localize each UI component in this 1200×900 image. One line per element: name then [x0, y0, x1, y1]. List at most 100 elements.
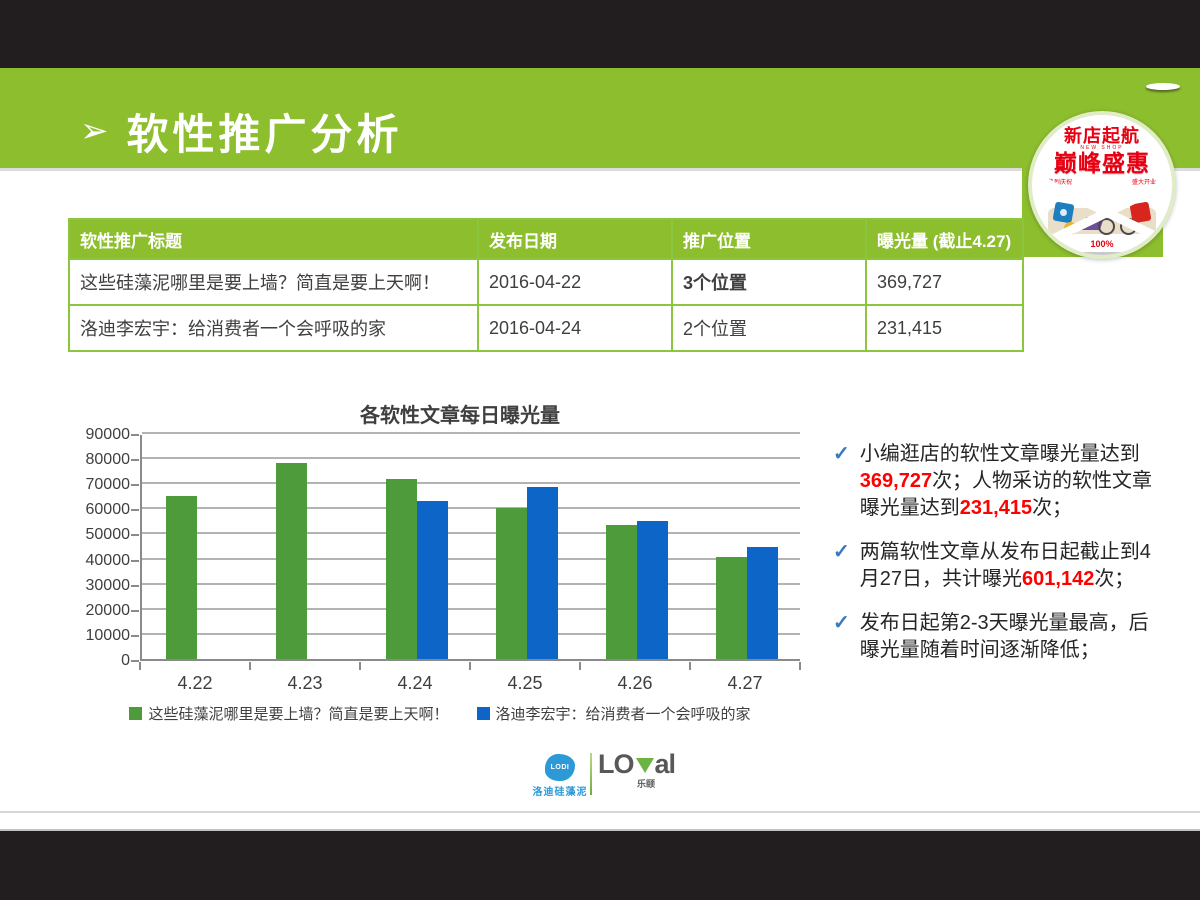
loyal-logo-text-left: LO — [598, 749, 634, 779]
badge-percent: 100% — [1090, 239, 1114, 249]
slide-background — [0, 68, 1200, 811]
lodi-brand-name: 洛迪硅藻泥 — [532, 787, 588, 798]
x-axis-label: 4.27 — [727, 673, 763, 693]
badge-shine-highlight — [1146, 83, 1180, 90]
x-axis-label: 4.24 — [397, 673, 433, 693]
title-row: ➢ 软性推广分析 — [80, 94, 403, 168]
y-axis-tick — [131, 459, 139, 462]
badge-caption-row: 热烈庆祝 盛大开业 — [1032, 175, 1172, 186]
y-axis-label: 40000 — [85, 551, 131, 569]
check-icon: ✓ — [833, 541, 850, 563]
y-axis-tick — [131, 609, 139, 612]
insights-list: ✓ 小编逛店的软性文章曝光量达到 369,727次；人物采访的软性文章曝光量达到23… — [833, 441, 1189, 681]
table-header-cell: 推广位置 — [671, 218, 867, 260]
gridline — [142, 507, 800, 510]
table-body: 这些硅藻泥哪里是要上墙？简直是要上天啊！ 2016-04-22 3个位置 369,72… — [68, 258, 1024, 352]
check-icon: ✓ — [833, 443, 850, 465]
gridline — [142, 582, 800, 585]
text-segment: 次； — [1032, 497, 1073, 519]
legend-swatch-icon — [129, 707, 143, 720]
slide-bottom-edge — [0, 811, 1200, 813]
badge-subtitle: NEW SHOP — [1080, 145, 1124, 151]
table-header-row: 软性推广标题 发布日期 推广位置 曝光量 (截止4.27) — [68, 218, 1024, 260]
insight-text: 两篇软性文章从发布日起截止到4月27日，共计曝光601,142次； — [860, 539, 1166, 593]
legend-label: 洛迪李宏宇：给消费者一个会呼吸的家 — [495, 706, 751, 723]
text-segment: 发布日起第2-3天曝光量最高，后曝光量随着时间逐渐降低； — [859, 612, 1149, 661]
x-axis-label: 4.22 — [177, 673, 213, 693]
y-axis-tick — [131, 584, 139, 587]
bicycle-wheel-icon — [1098, 218, 1115, 235]
badge-caption-left: 热烈庆祝 — [1048, 180, 1073, 186]
x-axis-label: 4.26 — [617, 673, 653, 693]
bar — [166, 495, 197, 659]
x-axis-tick — [579, 662, 581, 670]
blue-pillow-shape — [1052, 201, 1075, 224]
chart-legend: 这些硅藻泥哪里是要上墙？简直是要上天啊！ 洛迪李宏宇：给消费者一个会呼吸的家 — [60, 703, 820, 724]
y-axis-label: 0 — [121, 652, 130, 669]
slide-bottom-edge-2 — [0, 829, 1200, 831]
highlight-number: 369,727 — [859, 470, 933, 492]
table-cell: 这些硅藻泥哪里是要上墙？简直是要上天啊！ — [68, 258, 479, 306]
title-band-shadow — [0, 168, 1200, 171]
insight-text: 发布日起第2-3天曝光量最高，后曝光量随着时间逐渐降低； — [860, 610, 1166, 664]
legend-label: 这些硅藻泥哪里是要上墙？简直是要上天啊！ — [148, 706, 449, 723]
table-row: 这些硅藻泥哪里是要上墙？简直是要上天啊！ 2016-04-22 3个位置 369,72… — [68, 258, 1024, 306]
table-cell: 231,415 — [865, 304, 1024, 352]
lodi-logo-text: LODI — [550, 764, 570, 771]
bar — [417, 500, 448, 659]
y-axis-label: 20000 — [85, 601, 131, 619]
x-axis-label: 4.23 — [287, 673, 323, 693]
table-cell: 369,727 — [865, 258, 1024, 306]
check-icon: ✓ — [833, 612, 850, 634]
highlight-number: 601,142 — [1022, 568, 1095, 590]
legend-item: 洛迪李宏宇：给消费者一个会呼吸的家 — [476, 703, 751, 724]
x-axis-tick — [359, 662, 361, 670]
bar — [527, 487, 558, 659]
y-axis-label: 90000 — [85, 426, 131, 443]
bar-group — [362, 433, 472, 659]
badge-percent-line: 100% — [1032, 239, 1172, 249]
lodi-logo: LODI — [545, 754, 575, 781]
promo-badge: 新店起航 NEW SHOP 巅峰盛惠 热烈庆祝 盛大开业 100% — [1028, 111, 1176, 259]
plot-area — [140, 432, 800, 661]
gridline — [142, 632, 800, 635]
table-cell: 2016-04-22 — [477, 258, 673, 306]
highlight-number: 231,415 — [959, 497, 1033, 519]
bar-group — [142, 433, 252, 659]
y-axis-tick — [131, 434, 139, 436]
bar — [276, 463, 307, 659]
bar — [386, 479, 417, 659]
logo-divider — [590, 753, 592, 795]
text-segment: 次； — [1094, 568, 1135, 590]
page-title: 软性推广分析 — [126, 110, 403, 158]
x-axis-tick — [249, 662, 251, 670]
bar — [496, 508, 527, 659]
table-cell: 洛迪李宏宇：给消费者一个会呼吸的家 — [68, 304, 479, 352]
bar — [606, 524, 637, 659]
legend-swatch-icon — [476, 707, 490, 720]
insight-item: ✓ 两篇软性文章从发布日起截止到4月27日，共计曝光601,142次； — [833, 539, 1189, 593]
badge-fineprint — [1067, 252, 1137, 255]
slide-bottom-strip — [0, 813, 1200, 829]
loyal-logo-text-right: al — [654, 749, 677, 779]
insight-item: ✓ 发布日起第2-3天曝光量最高，后曝光量随着时间逐渐降低； — [833, 610, 1189, 664]
bar — [747, 547, 778, 659]
text-segment: 小编逛店的软性文章曝光量达到 — [859, 443, 1140, 465]
text-segment: 两篇软性文章从发布日起截止到4月27日，共计曝光 — [859, 541, 1151, 590]
badge-headline: 新店起航 — [1064, 126, 1140, 146]
y-axis-tick — [131, 534, 139, 537]
table-cell: 3个位置 — [671, 258, 867, 306]
gridline — [142, 607, 800, 610]
table-header-cell: 曝光量 (截止4.27) — [865, 218, 1024, 260]
gridline — [142, 432, 800, 434]
badge-product-collage — [1032, 171, 1172, 254]
x-axis-tick — [469, 662, 471, 670]
bar — [637, 520, 668, 659]
text-segment: 次；人物采访的软性文章曝光量达到 — [859, 470, 1153, 519]
y-axis-label: 80000 — [85, 451, 131, 469]
table-cell: 2个位置 — [671, 304, 867, 352]
legend-item: 这些硅藻泥哪里是要上墙？简直是要上天啊！ — [129, 703, 449, 724]
x-axis-label: 4.25 — [507, 673, 543, 693]
gridline — [142, 457, 800, 460]
